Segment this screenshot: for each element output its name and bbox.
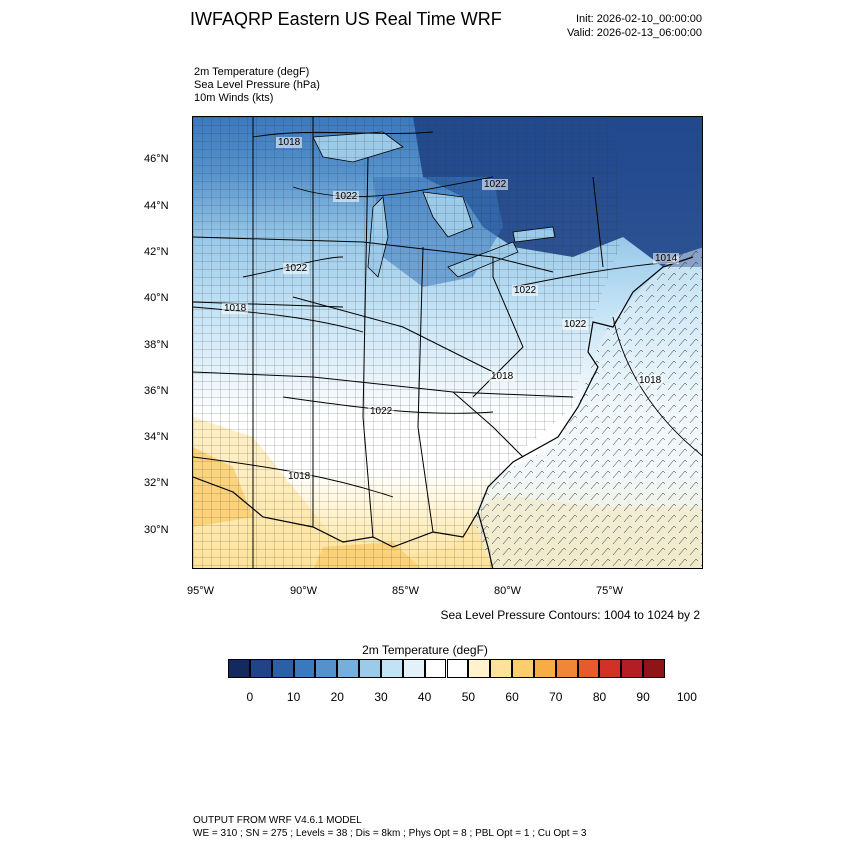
- model-info: OUTPUT FROM WRF V4.6.1 MODEL: [193, 815, 362, 826]
- lon-label: 75°W: [596, 585, 624, 597]
- colorbar-tick-label: 40: [417, 690, 432, 704]
- colorbar-cell: [621, 659, 644, 678]
- colorbar-cell: [490, 659, 513, 678]
- colorbar-tick-label: 100: [676, 690, 697, 704]
- colorbar-tick-label: 20: [330, 690, 344, 704]
- lon-label: 95°W: [187, 585, 215, 597]
- colorbar-cell: [228, 659, 250, 678]
- lat-label: 36°N: [144, 385, 169, 397]
- lat-label: 46°N: [144, 153, 169, 165]
- pressure-contour-label: 1018: [286, 471, 313, 482]
- colorbar-tick-label: 30: [374, 690, 388, 704]
- colorbar-cell: [577, 659, 600, 678]
- colorbar-cell: [402, 659, 425, 678]
- init-time: Init: 2026-02-10_00:00:00: [576, 13, 702, 25]
- lat-label: 38°N: [144, 339, 169, 351]
- slp-contour-note: Sea Level Pressure Contours: 1004 to 102…: [440, 608, 701, 622]
- lat-label: 40°N: [144, 292, 169, 304]
- colorbar-cell: [271, 659, 294, 678]
- lon-label: 90°W: [290, 585, 318, 597]
- map-svg: [193, 117, 702, 568]
- county-boundaries: [193, 117, 623, 568]
- lon-label: 80°W: [494, 585, 522, 597]
- map-title: IWFAQRP Eastern US Real Time WRF: [190, 9, 502, 29]
- colorbar-tick-label: 80: [592, 690, 607, 704]
- colorbar-cell: [512, 659, 534, 678]
- pressure-contour-label: 1022: [333, 191, 360, 202]
- pressure-contour-label: 1018: [637, 375, 664, 386]
- coastline-gulf: [193, 476, 479, 548]
- colorbar-tick-label: 50: [461, 690, 476, 704]
- pressure-contour-label: 1018: [222, 303, 249, 314]
- colorbar-tick-label: 10: [286, 690, 301, 704]
- colorbar-cell: [293, 659, 316, 678]
- colorbar-cell: [359, 659, 381, 678]
- lat-label: 42°N: [144, 246, 169, 258]
- pressure-contour-label: 1022: [482, 179, 509, 190]
- lon-label: 85°W: [392, 585, 420, 597]
- colorbar-cell: [424, 659, 447, 678]
- pressure-contour-label: 1022: [562, 319, 589, 330]
- colorbar-cell: [380, 659, 403, 678]
- field-label-winds: 10m Winds (kts): [194, 92, 274, 104]
- colorbar-cell: [533, 659, 556, 678]
- pressure-contour-label: 1022: [283, 263, 310, 274]
- colorbar-title: 2m Temperature (degF): [362, 643, 488, 657]
- lat-label: 34°N: [144, 431, 169, 443]
- colorbar-tick-label: 90: [636, 690, 650, 704]
- pressure-contour-label: 1018: [276, 137, 303, 148]
- colorbar-cell: [446, 659, 469, 678]
- colorbar-cell: [599, 659, 622, 678]
- colorbar-cell: [315, 659, 338, 678]
- wind-barbs-ocean: [473, 247, 702, 568]
- lat-label: 32°N: [144, 477, 169, 489]
- state-boundaries: [193, 117, 604, 568]
- pressure-contour-label: 1014: [653, 253, 680, 264]
- lat-label: 44°N: [144, 200, 169, 212]
- valid-time: Valid: 2026-02-13_06:00:00: [567, 27, 702, 39]
- pressure-contour-label: 1018: [489, 371, 516, 382]
- colorbar-tick-label: 70: [549, 690, 563, 704]
- colorbar: [228, 659, 665, 678]
- colorbar-cell: [555, 659, 578, 678]
- map-panel: [192, 116, 703, 569]
- pressure-contour-label: 1022: [512, 285, 539, 296]
- colorbar-tick-label: 0: [246, 690, 254, 704]
- colorbar-cell: [337, 659, 360, 678]
- field-label-temperature: 2m Temperature (degF): [194, 66, 310, 78]
- pressure-contour-label: 1022: [368, 406, 395, 417]
- lat-label: 30°N: [144, 524, 169, 536]
- coastline-atlantic: [477, 256, 694, 568]
- colorbar-tick-label: 60: [505, 690, 519, 704]
- colorbar-cell: [468, 659, 491, 678]
- colorbar-cell: [643, 659, 665, 678]
- field-label-pressure: Sea Level Pressure (hPa): [194, 79, 320, 91]
- colorbar-cell: [249, 659, 272, 678]
- model-settings: WE = 310 ; SN = 275 ; Levels = 38 ; Dis …: [193, 828, 587, 839]
